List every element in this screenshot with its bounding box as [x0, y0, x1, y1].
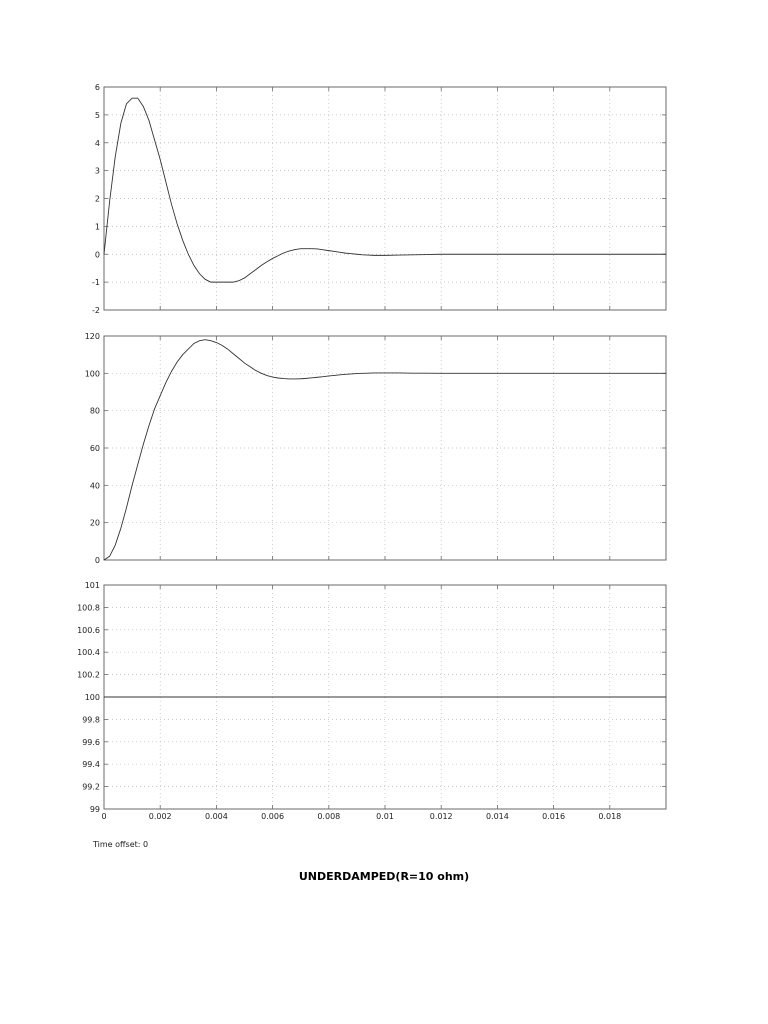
y-tick-label: 1	[95, 222, 100, 231]
y-tick-label: 99.8	[82, 715, 100, 724]
y-tick-label: 100.6	[77, 626, 100, 635]
y-tick-label: 100.8	[77, 603, 100, 612]
y-tick-label: 5	[95, 111, 100, 120]
y-tick-label: 80	[90, 407, 100, 416]
figure-caption: UNDERDAMPED(R=10 ohm)	[299, 870, 469, 883]
x-tick-label: 0.01	[376, 812, 394, 821]
y-tick-label: 100	[85, 369, 100, 378]
y-tick-label: 20	[90, 519, 100, 528]
scope-panel-1: -2 -1 0 1 2 3 4 5 6	[92, 83, 667, 315]
y-tick-label: 60	[90, 444, 100, 453]
x-tick-label: 0.004	[205, 812, 228, 821]
y-tick-label: 6	[95, 83, 100, 92]
x-tick-label: 0	[101, 812, 106, 821]
y-tick-label: 101	[85, 581, 100, 590]
y-tick-label: -1	[92, 278, 100, 287]
x-tick-label: 0.006	[261, 812, 284, 821]
time-offset-label: Time offset: 0	[92, 840, 148, 849]
y-tick-label: -2	[92, 306, 100, 315]
y-tick-label: 100	[85, 693, 100, 702]
y-tick-label: 99.6	[82, 738, 100, 747]
x-tick-label: 0.016	[542, 812, 565, 821]
y-tick-label: 99.4	[82, 760, 100, 769]
x-tick-label: 0.002	[149, 812, 172, 821]
y-tick-label: 99	[90, 805, 100, 814]
series-line-2-1	[103, 339, 666, 561]
y-tick-label: 40	[90, 481, 100, 490]
x-tick-label: 0.012	[430, 812, 453, 821]
y-tick-label: 4	[95, 139, 100, 148]
y-tick-label: 99.2	[82, 783, 100, 792]
x-tick-label: 0.014	[486, 812, 509, 821]
y-tick-label: 0	[95, 556, 100, 565]
series-line-1-1	[103, 97, 666, 283]
y-tick-label: 100.4	[77, 648, 100, 657]
y-tick-label: 100.2	[77, 671, 100, 680]
y-tick-label: 2	[95, 195, 100, 204]
scope-panel-2: 0 20 40 60 80 100 120	[85, 332, 667, 565]
scope-panel-3: 99 99.2 99.4 99.6 99.8 100 100.2 100.4 100.6 100.…	[77, 581, 667, 821]
y-tick-label: 0	[95, 250, 100, 259]
y-tick-label: 3	[95, 167, 100, 176]
x-tick-label: 0.008	[317, 812, 340, 821]
x-tick-label: 0.018	[598, 812, 621, 821]
y-tick-label: 120	[85, 332, 100, 341]
